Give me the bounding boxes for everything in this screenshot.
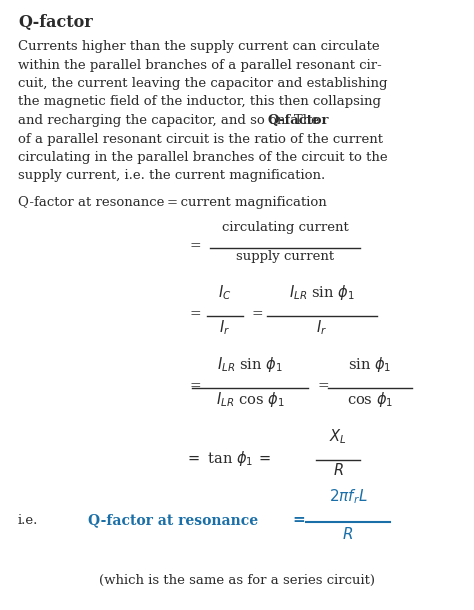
Text: Q-factor: Q-factor	[18, 14, 93, 31]
Text: =: =	[190, 307, 201, 321]
Text: sin $\phi_1$: sin $\phi_1$	[348, 355, 392, 374]
Text: cos $\phi_1$: cos $\phi_1$	[347, 390, 393, 409]
Text: =: =	[252, 307, 264, 321]
Text: $=$ tan $\phi_1\, =$: $=$ tan $\phi_1\, =$	[185, 448, 271, 467]
Text: (which is the same as for a series circuit): (which is the same as for a series circu…	[99, 574, 375, 587]
Text: of a parallel resonant circuit is the ratio of the current: of a parallel resonant circuit is the ra…	[18, 132, 383, 146]
Text: circulating current: circulating current	[222, 221, 348, 234]
Text: =: =	[190, 379, 201, 393]
Text: supply current, i.e. the current magnification.: supply current, i.e. the current magnifi…	[18, 170, 325, 182]
Text: $R$: $R$	[342, 526, 354, 542]
Text: $I_r$: $I_r$	[317, 318, 328, 337]
Text: Currents higher than the supply current can circulate: Currents higher than the supply current …	[18, 40, 380, 53]
Text: =: =	[292, 513, 305, 527]
Text: Q-factor at resonance: Q-factor at resonance	[88, 513, 258, 527]
Text: Q-factor: Q-factor	[268, 114, 329, 127]
Text: $2\pi f_r L$: $2\pi f_r L$	[328, 487, 367, 506]
Text: Q-factor at resonance = current magnification: Q-factor at resonance = current magnific…	[18, 196, 327, 209]
Text: within the parallel branches of a parallel resonant cir-: within the parallel branches of a parall…	[18, 59, 382, 71]
Text: and recharging the capacitor, and so on. The: and recharging the capacitor, and so on.…	[18, 114, 323, 127]
Text: $I_{LR}$ sin $\phi_1$: $I_{LR}$ sin $\phi_1$	[217, 355, 283, 374]
Text: =: =	[318, 379, 329, 393]
Text: the magnetic field of the inductor, this then collapsing: the magnetic field of the inductor, this…	[18, 96, 381, 109]
Text: circulating in the parallel branches of the circuit to the: circulating in the parallel branches of …	[18, 151, 388, 164]
Text: $I_{LR}$ sin $\phi_1$: $I_{LR}$ sin $\phi_1$	[289, 283, 355, 302]
Text: $X_L$: $X_L$	[329, 427, 347, 446]
Text: $R$: $R$	[333, 462, 343, 478]
Text: supply current: supply current	[236, 250, 334, 263]
Text: cuit, the current leaving the capacitor and establishing: cuit, the current leaving the capacitor …	[18, 77, 388, 90]
Text: $I_C$: $I_C$	[219, 283, 232, 302]
Text: $I_{LR}$ cos $\phi_1$: $I_{LR}$ cos $\phi_1$	[216, 390, 284, 409]
Text: $I_r$: $I_r$	[219, 318, 230, 337]
Text: =: =	[190, 239, 201, 253]
Text: i.e.: i.e.	[18, 514, 38, 526]
